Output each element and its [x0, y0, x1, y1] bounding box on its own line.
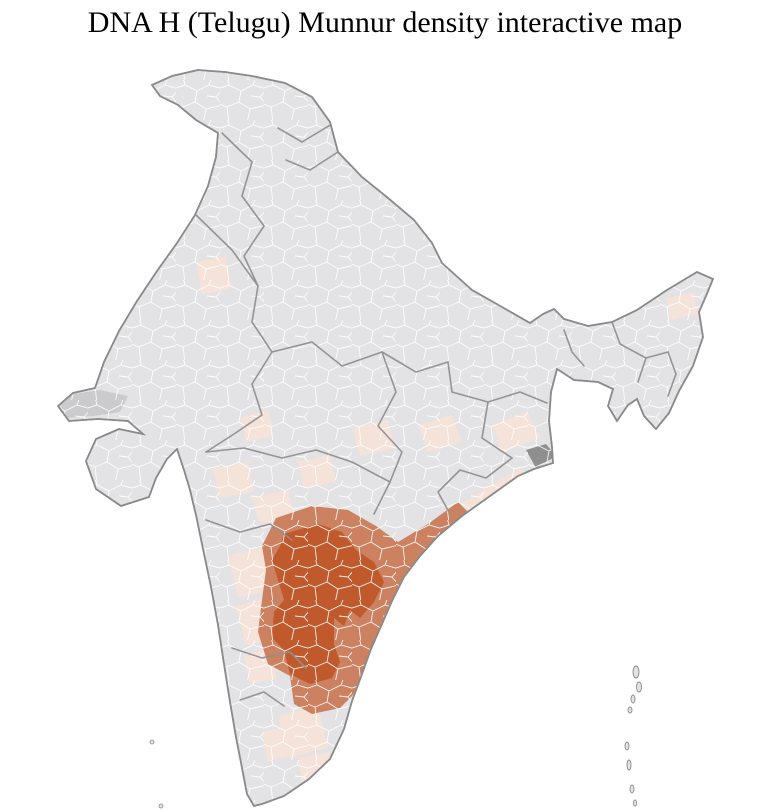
density-patch-gujarat-coast[interactable]	[156, 470, 184, 503]
andaman-nicobar-islands[interactable]	[624, 665, 642, 807]
state-boundaries	[195, 123, 677, 707]
page-title: DNA H (Telugu) Munnur density interactiv…	[87, 6, 683, 39]
district-borders-texture	[58, 70, 713, 806]
lakshadweep-islands[interactable]	[149, 739, 164, 809]
